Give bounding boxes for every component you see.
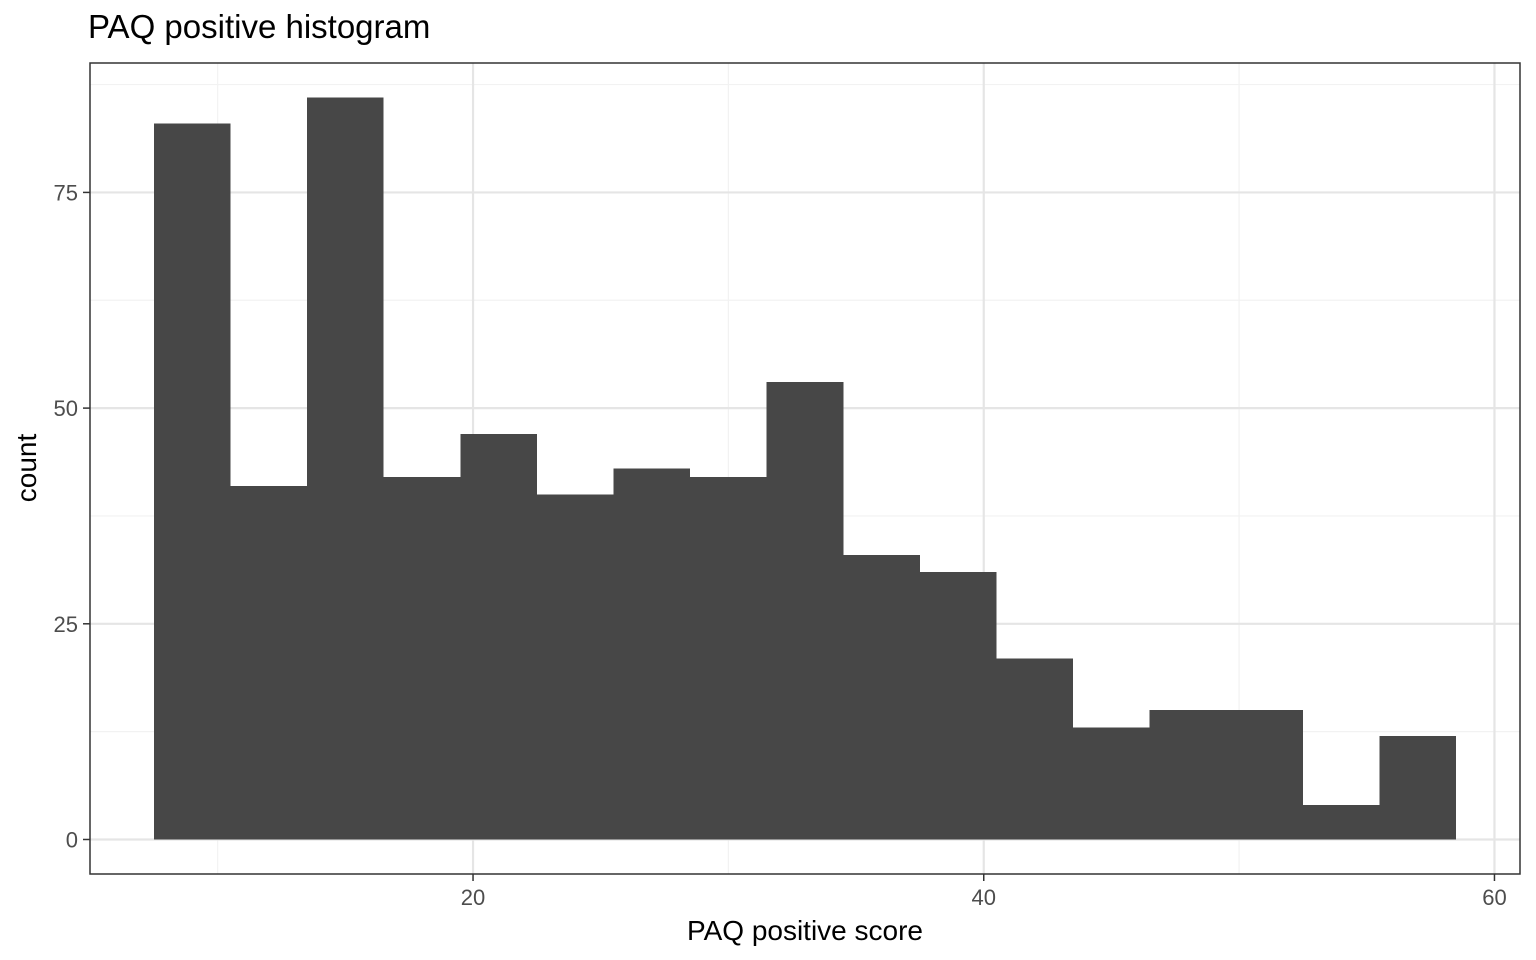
y-tick-label: 0 (66, 827, 78, 852)
x-tick-label: 20 (461, 885, 485, 910)
x-axis-title: PAQ positive score (687, 915, 923, 946)
histogram-bar-2 (307, 97, 384, 840)
histogram-bar-14 (1226, 710, 1303, 840)
y-tick-label: 75 (54, 180, 78, 205)
histogram-bar-9 (843, 554, 920, 840)
x-tick-label: 60 (1482, 885, 1506, 910)
histogram-bar-16 (1379, 735, 1457, 840)
x-tick-label: 40 (972, 885, 996, 910)
histogram-bar-4 (460, 433, 537, 840)
histogram-bar-11 (996, 658, 1074, 840)
histogram-bar-12 (1073, 727, 1150, 840)
x-axis-ticks: 20 40 60 (461, 874, 1507, 910)
histogram-bars (153, 97, 1457, 840)
histogram-bar-3 (383, 477, 461, 840)
histogram-bar-15 (1302, 804, 1380, 840)
y-axis-ticks: 0 25 50 75 (54, 180, 90, 852)
y-tick-label: 50 (54, 396, 78, 421)
histogram-bar-1 (230, 485, 308, 840)
panel-border (89, 62, 1521, 875)
histogram-bar-13 (1149, 710, 1227, 840)
histogram-bar-7 (690, 477, 767, 840)
y-axis-title: count (11, 434, 42, 503)
histogram-bar-0 (153, 123, 231, 840)
histogram-bar-6 (613, 468, 691, 840)
chart-title: PAQ positive histogram (88, 8, 430, 45)
histogram-bar-5 (536, 494, 614, 840)
y-tick-label: 25 (54, 612, 78, 637)
histogram-bar-8 (766, 382, 844, 840)
histogram-bar-10 (919, 572, 997, 840)
